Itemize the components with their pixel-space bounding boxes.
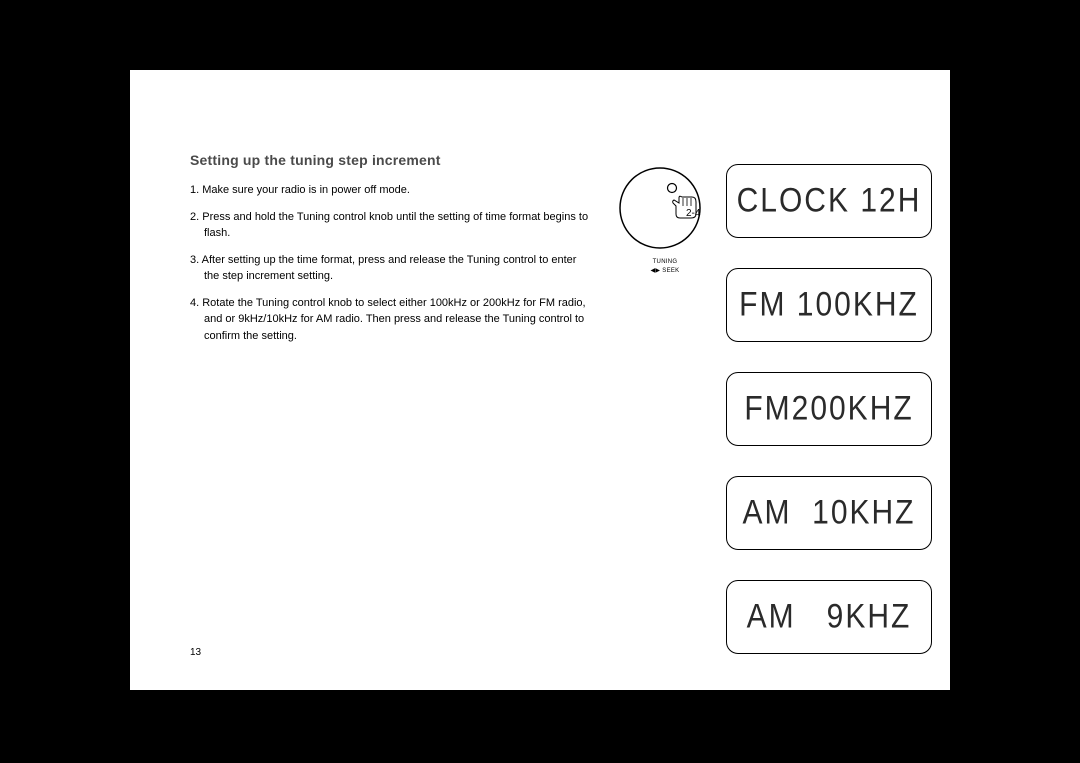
lcd-panel: FM200KHZ (726, 372, 932, 446)
lcd-text: AM 10KHZ (742, 493, 915, 532)
manual-page: Setting up the tuning step increment 1. … (130, 70, 950, 690)
knob-icon: 2-4 (618, 166, 712, 252)
tuning-knob-diagram: 2-4 TUNING ◀▶ SEEK (610, 166, 720, 274)
lcd-panel: CLOCK 12H (726, 164, 932, 238)
lcd-text: FM200KHZ (744, 389, 913, 428)
step-item: 1. Make sure your radio is in power off … (190, 182, 590, 199)
knob-callout: 2-4 (686, 208, 701, 219)
step-item: 3. After setting up the time format, pre… (190, 252, 590, 285)
body-text: 1. Make sure your radio is in power off … (190, 182, 590, 354)
lcd-panel: AM 10KHZ (726, 476, 932, 550)
lcd-text: AM 9KHZ (747, 597, 912, 636)
step-item: 4. Rotate the Tuning control knob to sel… (190, 295, 590, 345)
step-item: 2. Press and hold the Tuning control kno… (190, 209, 590, 242)
lcd-text: FM 100KHZ (739, 285, 919, 324)
page-number: 13 (190, 647, 201, 658)
lcd-display-column: CLOCK 12H FM 100KHZ FM200KHZ AM 10KHZ AM… (726, 164, 932, 684)
knob-label-line2: ◀▶ SEEK (610, 268, 720, 275)
knob-label-line1: TUNING (610, 259, 720, 266)
lcd-panel: AM 9KHZ (726, 580, 932, 654)
section-heading: Setting up the tuning step increment (190, 152, 441, 168)
lcd-text: CLOCK 12H (737, 181, 922, 220)
lcd-panel: FM 100KHZ (726, 268, 932, 342)
